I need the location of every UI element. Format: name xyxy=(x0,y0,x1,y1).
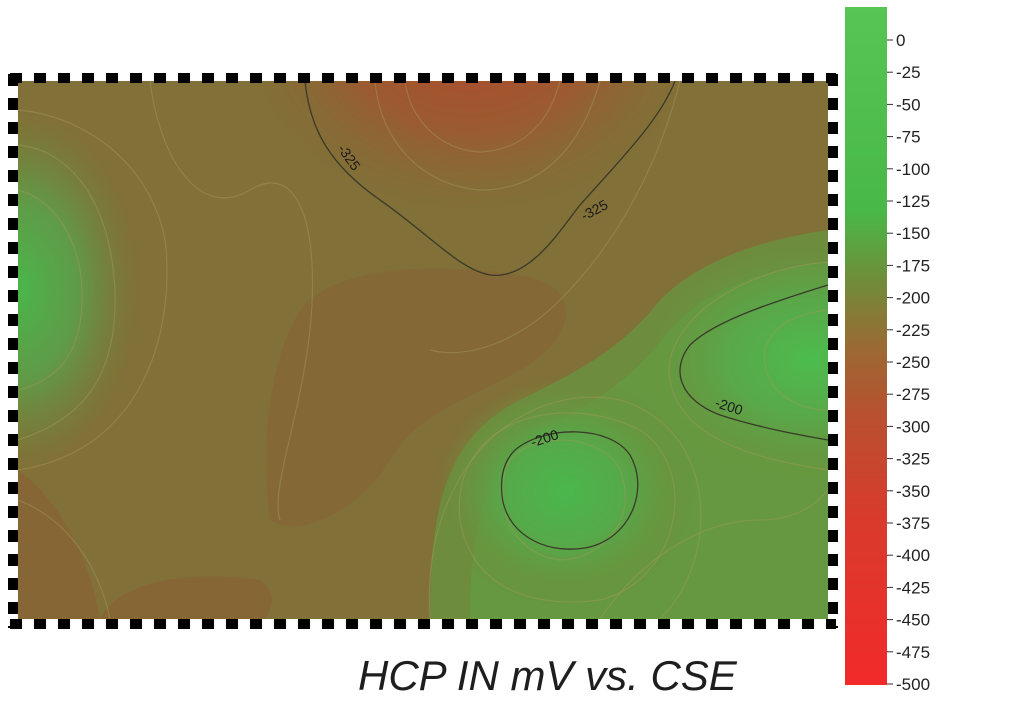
faint-contour-bottom-3 xyxy=(428,396,702,619)
faint-contour-bottom-1 xyxy=(502,439,626,561)
green-lobe-left xyxy=(18,110,138,470)
colorbar-tick-label: -300 xyxy=(896,417,930,436)
colorbar-tick-label: -200 xyxy=(896,289,930,308)
colorbar-tick-label: -25 xyxy=(896,63,921,82)
colorbar-tick-label: -100 xyxy=(896,160,930,179)
colorbar-tick-label: -450 xyxy=(896,611,930,630)
colorbar-tick-label: -75 xyxy=(896,128,921,147)
labelled-contours xyxy=(304,81,828,550)
faint-contours xyxy=(18,81,828,619)
chart-title: HCP IN mV vs. CSE xyxy=(358,652,738,699)
colorbar-tick-label: -175 xyxy=(896,256,930,275)
contour-line-200-right xyxy=(679,284,828,441)
faint-contour-bottom-2 xyxy=(458,412,676,603)
colorbar-tick-label: -250 xyxy=(896,353,930,372)
faint-contour-left-2 xyxy=(18,189,83,391)
faint-contour-right-3 xyxy=(599,489,828,619)
green-peak-bottom xyxy=(435,377,695,607)
faint-contour-center xyxy=(149,81,314,521)
colorbar-tick-label: -325 xyxy=(896,450,930,469)
colorbar-tick-label: -475 xyxy=(896,643,930,662)
faint-contour-right-1 xyxy=(763,309,828,411)
colorbar-tick-label: -50 xyxy=(896,95,921,114)
faint-contour-right-2 xyxy=(668,261,828,471)
contour-line-200-bottom xyxy=(500,431,639,550)
colorbar: 0 -25 -50 -75 -100 -125 -150 -175 -200 -225 -250 -2… xyxy=(845,7,930,694)
faint-contour-top-2 xyxy=(404,81,561,153)
brown-lobe-lower-left xyxy=(18,470,100,619)
faint-contour-top-1 xyxy=(374,81,601,191)
colorbar-ticks: 0 -25 -50 -75 -100 -125 -150 -175 -200 -225 -250 -2… xyxy=(887,31,930,694)
colorbar-fill xyxy=(845,7,887,685)
brown-ridge-center xyxy=(266,268,567,527)
colorbar-tick-label: -225 xyxy=(896,321,930,340)
colorbar-tick-label: -425 xyxy=(896,578,930,597)
colorbar-tick-label: -500 xyxy=(896,675,930,694)
faint-contour-left-1 xyxy=(18,144,116,441)
plot-border xyxy=(8,73,838,629)
colorbar-tick-label: -150 xyxy=(896,224,930,243)
brown-lobe-bottom xyxy=(100,576,272,619)
contour-field: -325 -325 -200 -200 xyxy=(18,81,828,619)
faint-contour-lower-left xyxy=(18,499,111,619)
colorbar-tick-label: -375 xyxy=(896,514,930,533)
faint-contour-upper-right xyxy=(429,81,681,354)
contour-line-325 xyxy=(304,81,676,276)
colorbar-tick-label: -400 xyxy=(896,546,930,565)
colorbar-tick-label: 0 xyxy=(896,31,905,50)
colorbar-tick-label: -350 xyxy=(896,482,930,501)
red-peak-top xyxy=(240,81,700,290)
colorbar-tick-label: -125 xyxy=(896,192,930,211)
colorbar-tick-label: -275 xyxy=(896,385,930,404)
faint-contour-left-3 xyxy=(18,109,168,471)
